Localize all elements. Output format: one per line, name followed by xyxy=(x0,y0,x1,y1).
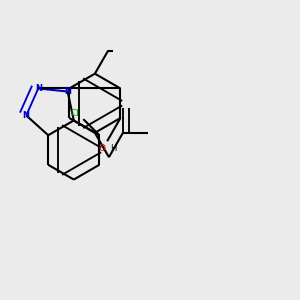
Text: N: N xyxy=(23,111,30,120)
Text: N: N xyxy=(64,87,71,96)
Text: N: N xyxy=(35,84,42,93)
Text: O: O xyxy=(99,144,106,153)
Text: H: H xyxy=(110,144,116,153)
Text: Cl: Cl xyxy=(71,109,80,118)
